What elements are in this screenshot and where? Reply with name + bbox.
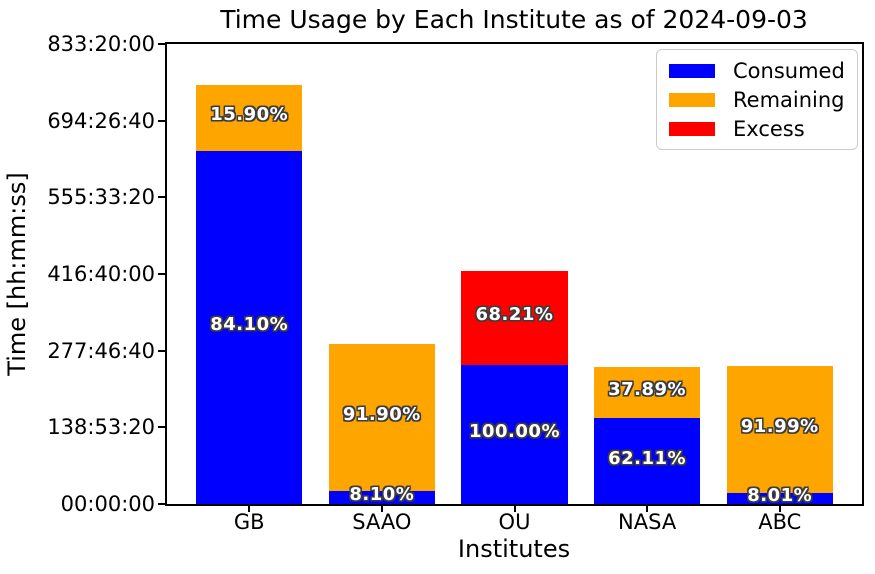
- y-tick-mark: [158, 273, 165, 275]
- legend-swatch-remaining-icon: [669, 92, 715, 107]
- x-tick-label: GB: [233, 510, 265, 534]
- y-tick-mark: [158, 503, 165, 505]
- x-tick-label: SAAO: [352, 510, 412, 534]
- x-tick-label: ABC: [758, 510, 802, 534]
- y-tick-label: 00:00:00: [60, 492, 155, 516]
- bar-percent-label: 91.99%: [740, 416, 819, 438]
- x-tick-mark: [513, 506, 516, 512]
- legend-label-excess: Excess: [733, 116, 805, 141]
- y-tick-mark: [158, 349, 165, 352]
- bar-percent-label: 8.01%: [747, 485, 813, 507]
- x-tick-label: OU: [498, 510, 531, 534]
- y-tick-label: 416:40:00: [47, 262, 155, 286]
- legend-swatch-consumed-icon: [669, 63, 715, 78]
- bar-segment-consumed: [461, 364, 568, 504]
- bar-percent-label: 37.89%: [608, 379, 687, 401]
- y-tick-label: 555:33:20: [47, 185, 155, 210]
- y-tick-label: 138:53:20: [47, 415, 155, 440]
- bar-segment-excess: [461, 270, 568, 365]
- x-tick-mark: [248, 506, 251, 512]
- bar-percent-label: 91.90%: [342, 404, 421, 426]
- bar-segment-consumed: [594, 418, 701, 504]
- bar-segment-remaining: [594, 366, 701, 419]
- bar-segment-remaining: [196, 83, 303, 151]
- bar-segment-consumed: [196, 150, 303, 504]
- x-tick-mark: [380, 506, 383, 512]
- legend-item-excess: Excess: [669, 117, 845, 141]
- x-tick-mark: [646, 506, 649, 512]
- bar-segment-remaining: [726, 365, 833, 493]
- bar-segment-consumed: [328, 490, 435, 504]
- legend-label-consumed: Consumed: [733, 58, 845, 83]
- y-tick-mark: [158, 119, 165, 122]
- x-axis-label: Institutes: [457, 535, 571, 563]
- bar-percent-label: 68.21%: [475, 304, 554, 326]
- y-tick-label: 277:46:40: [47, 338, 155, 363]
- legend: Consumed Remaining Excess: [656, 49, 858, 150]
- x-tick-label: NASA: [618, 510, 677, 534]
- x-tick-mark: [778, 506, 781, 512]
- bar-percent-label: 15.90%: [210, 104, 289, 126]
- legend-label-remaining: Remaining: [733, 87, 845, 112]
- y-tick-label: 833:20:00: [47, 32, 155, 56]
- legend-item-consumed: Consumed: [669, 59, 845, 83]
- bar-percent-label: 84.10%: [210, 314, 289, 336]
- y-tick-mark: [158, 426, 165, 429]
- bar-percent-label: 62.11%: [608, 448, 687, 470]
- bar-percent-label: 8.10%: [349, 484, 415, 506]
- y-tick-label: 694:26:40: [47, 108, 155, 133]
- bar-segment-consumed: [726, 492, 833, 504]
- y-tick-mark: [158, 196, 165, 199]
- legend-item-remaining: Remaining: [669, 88, 845, 112]
- bar-segment-remaining: [328, 343, 435, 491]
- chart-title: Time Usage by Each Institute as of 2024-…: [220, 5, 808, 34]
- bar-percent-label: 100.00%: [468, 421, 560, 443]
- legend-swatch-excess-icon: [669, 121, 715, 136]
- y-tick-mark: [158, 43, 165, 45]
